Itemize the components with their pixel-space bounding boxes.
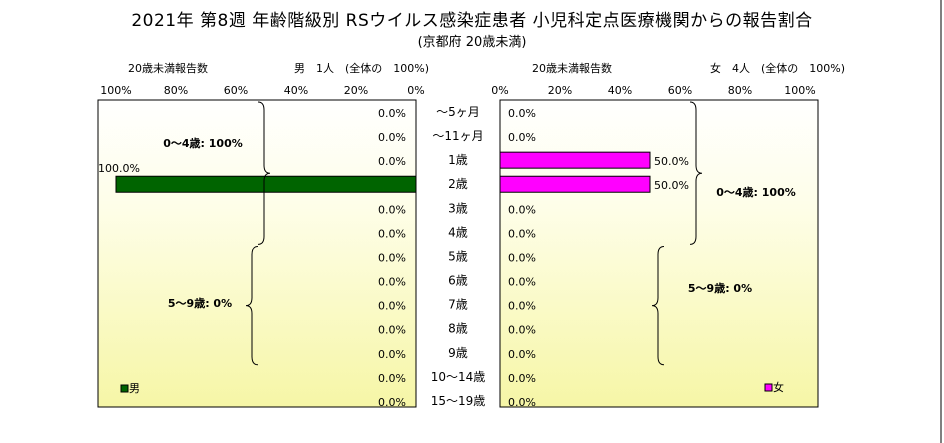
male-value-label: 0.0% (378, 107, 406, 120)
category-label: 8歳 (448, 322, 468, 336)
female-annotation-0-4: 0〜4歳: 100% (716, 185, 796, 199)
category-label: 2歳 (448, 177, 468, 191)
category-label: 4歳 (448, 225, 468, 239)
male-bar (115, 175, 417, 193)
female-value-label: 50.0% (654, 155, 689, 168)
male-value-label: 0.0% (378, 203, 406, 216)
female-header-left: 20歳未満報告数 (532, 62, 612, 75)
female-value-label: 0.0% (508, 324, 536, 337)
category-label: 15〜19歳 (431, 394, 486, 408)
female-value-label: 50.0% (654, 179, 689, 192)
male-value-label: 0.0% (378, 396, 406, 409)
male-value-label: 0.0% (378, 251, 406, 264)
male-value-label: 0.0% (378, 131, 406, 144)
category-label: 9歳 (448, 346, 468, 360)
male-value-label: 0.0% (378, 155, 406, 168)
male-tick-label: 0% (407, 84, 424, 97)
male-value-label: 0.0% (378, 300, 406, 313)
female-header-right: 女 4人 (全体の 100%) (710, 61, 845, 75)
female-tick-label: 40% (608, 84, 632, 97)
male-header-left: 20歳未満報告数 (128, 62, 208, 75)
female-tick-label: 80% (728, 84, 752, 97)
male-tick-label: 80% (164, 84, 188, 97)
female-annotation-5-9: 5〜9歳: 0% (688, 281, 752, 295)
category-label: 10〜14歳 (431, 370, 486, 384)
male-brace-5-9 (245, 245, 259, 366)
male-tick-label: 40% (284, 84, 308, 97)
female-value-label: 0.0% (508, 203, 536, 216)
female-value-label: 0.0% (508, 131, 536, 144)
female-brace-5-9 (651, 245, 665, 366)
category-label: 1歳 (448, 153, 468, 167)
female-bar (499, 175, 651, 193)
female-value-label: 0.0% (508, 227, 536, 240)
female-bar (499, 151, 651, 169)
category-label: 〜11ヶ月 (432, 129, 483, 143)
female-value-label: 0.0% (508, 372, 536, 385)
male-value-label: 0.0% (378, 324, 406, 337)
category-label: 〜5ヶ月 (436, 105, 480, 119)
male-legend-swatch (120, 384, 129, 393)
female-value-label: 0.0% (508, 348, 536, 361)
category-label: 7歳 (448, 298, 468, 312)
female-tick-label: 0% (491, 84, 508, 97)
category-label: 3歳 (448, 201, 468, 215)
female-value-label: 0.0% (508, 276, 536, 289)
male-tick-label: 20% (344, 84, 368, 97)
female-legend-label: 女 (773, 380, 784, 394)
chart-subtitle: (京都府 20歳未満) (417, 35, 527, 50)
male-brace-0-4 (257, 101, 271, 245)
female-brace-0-4 (689, 101, 703, 245)
male-value-label: 0.0% (378, 227, 406, 240)
category-label: 6歳 (448, 274, 468, 288)
male-value-label: 0.0% (378, 276, 406, 289)
male-value-label: 0.0% (378, 348, 406, 361)
female-plot-area (499, 99, 819, 408)
female-tick-label: 60% (668, 84, 692, 97)
male-legend-label: 男 (129, 382, 140, 395)
male-value-label: 100.0% (98, 162, 140, 175)
female-value-label: 0.0% (508, 251, 536, 264)
male-annotation-0-4: 0〜4歳: 100% (163, 136, 243, 150)
male-tick-label: 60% (224, 84, 248, 97)
female-value-label: 0.0% (508, 107, 536, 120)
female-tick-label: 20% (548, 84, 572, 97)
female-value-label: 0.0% (508, 396, 536, 409)
chart-title: 2021年 第8週 年齢階級別 RSウイルス感染症患者 小児科定点医療機関からの… (131, 11, 813, 31)
male-plot-area (97, 99, 417, 408)
category-label: 5歳 (448, 249, 468, 263)
female-value-label: 0.0% (508, 300, 536, 313)
male-value-label: 0.0% (378, 372, 406, 385)
female-tick-label: 100% (784, 84, 815, 97)
female-legend-swatch (764, 383, 773, 392)
male-annotation-5-9: 5〜9歳: 0% (168, 296, 232, 310)
male-header-right: 男 1人 (全体の 100%) (294, 61, 429, 75)
male-tick-label: 100% (100, 84, 131, 97)
